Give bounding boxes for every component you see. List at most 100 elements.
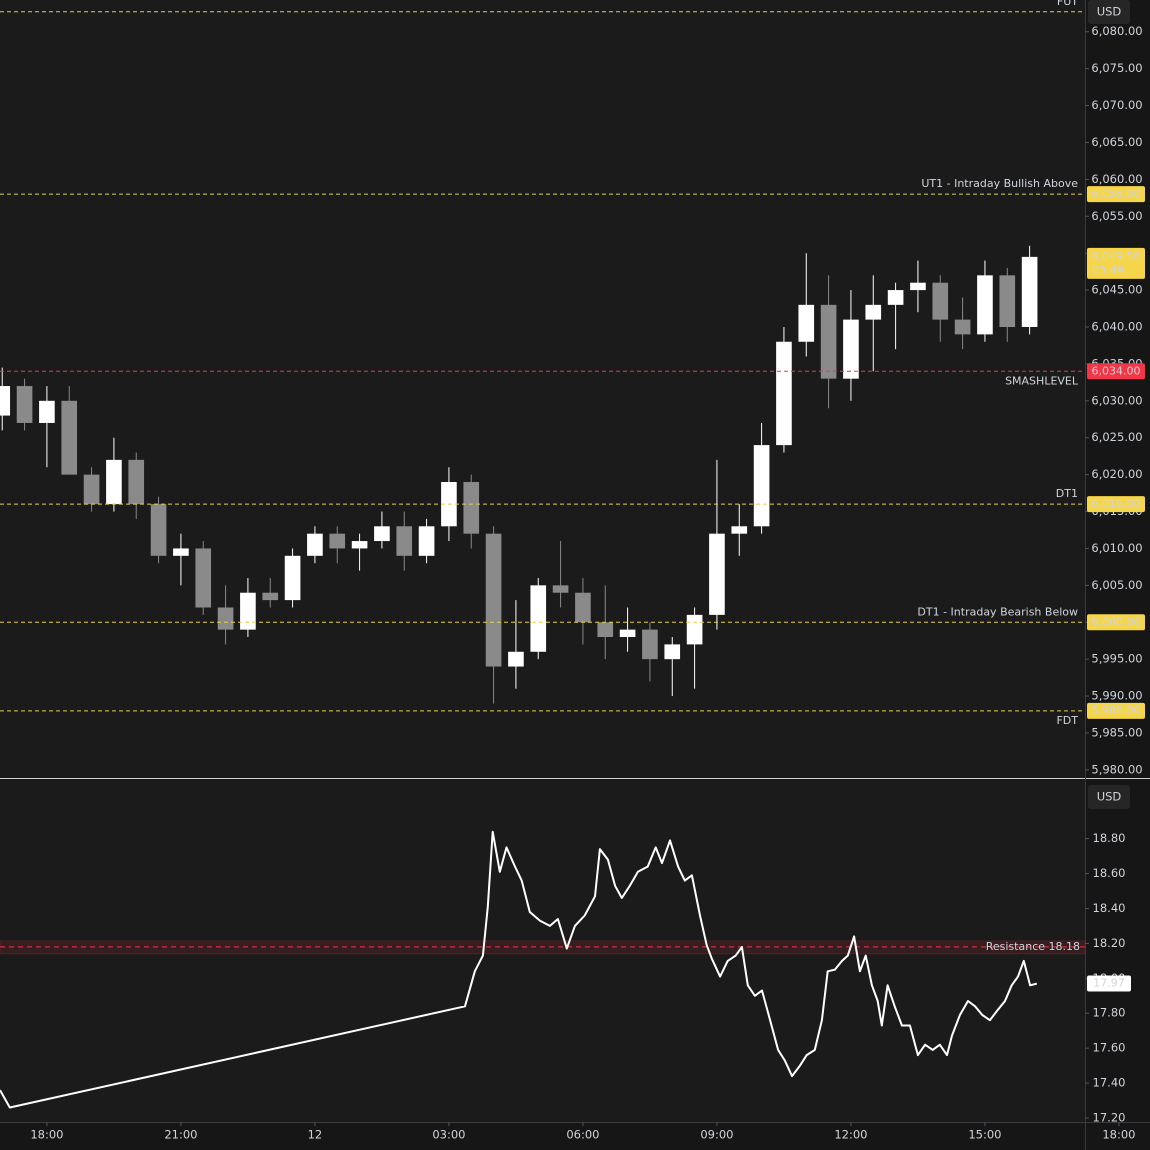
candle-body [843,319,859,379]
x-tick-label: 21:00 [164,1128,197,1142]
candle-body [999,275,1016,327]
y-tick-label: 6,060.00 [1091,172,1142,186]
level-name: DT1 - Intraday Bearish Below [917,605,1078,618]
axes: 5,980.00 5,985.00 5,990.00 5,995.00 6,000.00… [30,24,1145,1142]
candle-body [619,629,636,638]
y-tick-label: 6,065.00 [1091,135,1142,149]
candle-body [731,526,748,534]
y-tick-label: 6,045.00 [1091,283,1142,297]
level-price-label: 6,034.00 [1092,364,1141,377]
x-tick-label: 12:00 [834,1128,867,1142]
x-tick-label: 03:00 [432,1128,465,1142]
candle-body [329,533,346,549]
candle-body [240,592,256,630]
candle-body [910,282,926,291]
candle-body [39,400,55,423]
candle-body [351,541,368,549]
currency-box [1088,0,1130,24]
candle-body [195,548,212,608]
currency-label: USD [1097,5,1122,19]
y-tick-label: 6,040.00 [1091,319,1142,333]
y-tick-label: 6,030.00 [1091,393,1142,407]
last-value-box [1087,975,1131,992]
y-tick-label: 18.80 [1093,831,1126,845]
x-tick-label: 09:00 [700,1128,733,1142]
level-price-box [1087,614,1145,631]
y-tick-label: 18.60 [1093,866,1126,880]
y-tick-label: 5,990.00 [1091,689,1142,703]
candle-body [16,386,33,423]
level-name: FUT [1057,0,1078,8]
candle-body [597,622,614,638]
x-tick-label: 06:00 [566,1128,599,1142]
y-tick-label: 6,070.00 [1091,98,1142,112]
y-tick-label: 6,010.00 [1091,541,1142,555]
candle-body [686,614,703,645]
candle-body [798,304,815,342]
candle-body [150,504,167,556]
price-pane: FUT UT1 - Intraday Bullish Above SMASHLEVE… [0,0,1085,727]
y-tick-label: 6,020.00 [1091,467,1142,481]
candle-body [83,474,100,505]
candle-body [575,592,591,623]
level-price-box [1087,363,1145,380]
x-tick-label: 18:00 [1102,1128,1135,1142]
candle-body [954,319,971,335]
y-tick-label: 17.40 [1093,1076,1126,1090]
candle-body [642,629,658,660]
candle-body [61,400,78,475]
currency-box [1088,785,1130,809]
level-price-box [1087,186,1145,203]
candle-body [865,304,882,320]
y-tick-label: 6,025.00 [1091,430,1142,444]
y-tick-label: 18.20 [1093,936,1126,950]
x-tick-label: 18:00 [30,1128,63,1142]
indicator-line [0,830,1038,1109]
level-price-box [1087,496,1145,513]
candle-body [106,459,122,505]
level-name: UT1 - Intraday Bullish Above [921,177,1078,190]
level-price-label: 6,000.00 [1092,615,1141,628]
candle-body [977,275,993,335]
candle-body [1021,256,1038,327]
y-tick-label: 6,080.00 [1091,24,1142,38]
y-tick-label: 17.80 [1093,1006,1126,1020]
candle-body [776,341,792,446]
indicator-pane: Resistance 18.18 [0,830,1085,1109]
y-tick-label: 5,995.00 [1091,652,1142,666]
candle-body [664,644,681,660]
candle-body [709,533,725,615]
last-price-label: 6,049.50 [1092,250,1141,263]
candle-body [307,533,323,556]
last-price-box [1087,247,1145,279]
currency-label: USD [1097,790,1122,804]
candle-body [820,304,837,379]
candle-body [217,607,234,630]
candle-body [508,651,524,667]
level-name: FDT [1056,714,1078,727]
y-tick-label: 6,005.00 [1091,578,1142,592]
candle-body [128,459,145,505]
candle-body [932,282,949,320]
level-name: SMASHLEVEL [1005,374,1079,387]
y-tick-label: 17.60 [1093,1041,1126,1055]
level-price-label: 5,988.00 [1092,704,1141,717]
countdown-label: 03:49 [1092,264,1124,277]
y-tick-label: 6,075.00 [1091,61,1142,75]
y-tick-label: 6,055.00 [1091,209,1142,223]
candle-body [0,386,11,416]
candle-body [284,555,301,601]
candle-body [173,548,189,556]
level-price-box [1087,702,1145,719]
candle-body [485,533,502,667]
candle-body [887,290,904,305]
candle-body [396,526,413,556]
candle-body [374,526,390,542]
candle-body [262,592,279,601]
y-tick-label: 17.20 [1093,1110,1126,1124]
candle-body [552,585,569,593]
x-tick-label: 12 [308,1128,323,1142]
candle-body [753,445,770,527]
candle-body [530,585,547,652]
